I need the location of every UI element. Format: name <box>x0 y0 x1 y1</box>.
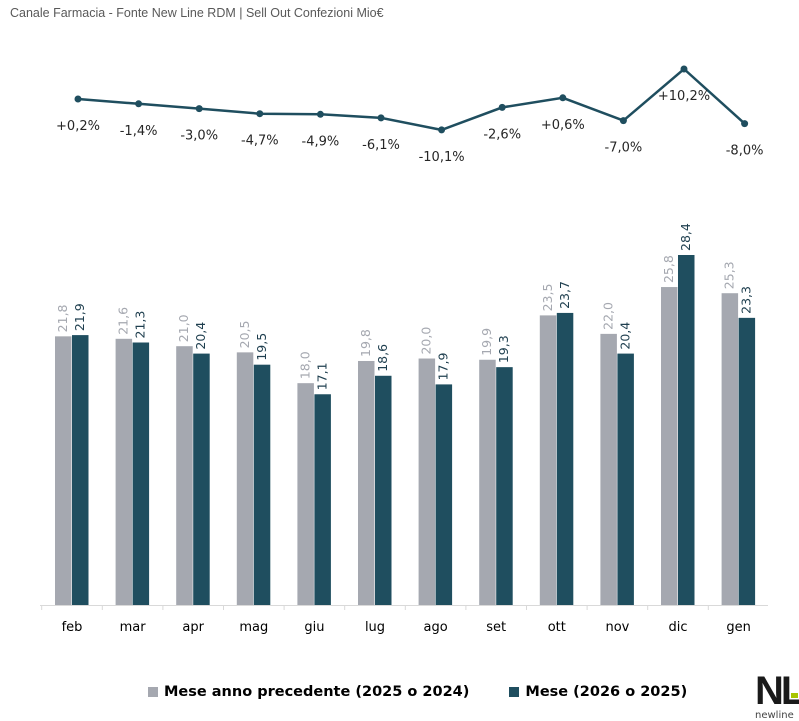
data-label: 23,7 <box>557 281 572 309</box>
legend-item-previous: Mese anno precedente (2025 o 2024) <box>148 684 469 700</box>
x-tick-label: feb <box>62 620 83 635</box>
bar-previous <box>236 352 254 605</box>
x-tick-label: apr <box>182 620 204 635</box>
line-label: -1,4% <box>120 124 158 139</box>
line-point <box>135 100 143 108</box>
x-tick-label: nov <box>605 620 629 635</box>
data-label: 21,0 <box>176 314 191 342</box>
data-label: 23,5 <box>540 284 555 312</box>
data-label: 19,5 <box>254 333 269 361</box>
bar-previous <box>600 333 617 605</box>
line-point <box>680 65 688 73</box>
bar-current <box>375 375 392 605</box>
line-point <box>195 105 203 113</box>
bar-current <box>72 335 89 605</box>
x-tick-label: ott <box>548 620 566 635</box>
x-tick-label: mar <box>120 620 147 635</box>
line-point <box>498 103 506 111</box>
bar-current <box>617 353 634 605</box>
data-label: 20,4 <box>193 322 208 350</box>
x-tick-label: gen <box>726 620 751 635</box>
line-label: -10,1% <box>419 150 465 165</box>
legend: Mese anno precedente (2025 o 2024) Mese … <box>148 684 687 700</box>
bar-current <box>435 384 453 605</box>
line-label: -4,7% <box>241 134 279 149</box>
x-tick-label: giu <box>304 620 324 635</box>
data-label: 28,4 <box>678 223 693 251</box>
line-label: -4,9% <box>302 134 340 149</box>
x-tick-label: ago <box>424 620 448 635</box>
chart-title: Canale Farmacia - Fonte New Line RDM | S… <box>10 6 384 20</box>
bar-previous <box>721 293 739 605</box>
data-label: 25,3 <box>722 261 737 289</box>
line-point <box>438 126 446 134</box>
bar-current <box>496 367 513 605</box>
bar-current <box>556 312 574 605</box>
bar-previous <box>661 287 678 605</box>
line-point <box>74 95 82 103</box>
line-label: +10,2% <box>658 89 710 104</box>
bar-previous <box>297 383 314 605</box>
line-label: -6,1% <box>362 138 400 153</box>
line-label: -7,0% <box>605 141 643 156</box>
bar-current <box>193 353 210 605</box>
bar-current <box>678 255 695 605</box>
bar-previous <box>55 336 72 605</box>
svg-text:NL: NL <box>755 669 799 713</box>
data-label: 21,8 <box>55 304 70 332</box>
data-label: 19,3 <box>496 335 511 363</box>
line-point <box>619 117 627 125</box>
x-tick-label: mag <box>239 620 268 635</box>
bar-current <box>132 342 150 605</box>
data-label: 20,0 <box>419 327 434 355</box>
legend-swatch <box>509 687 520 697</box>
bar-previous <box>539 315 557 605</box>
data-label: 17,1 <box>314 362 329 390</box>
x-tick-label: set <box>486 620 506 635</box>
bar-previous <box>418 358 436 605</box>
line-point <box>559 94 567 102</box>
newline-logo: NL newline <box>755 669 799 721</box>
data-label: 21,3 <box>133 311 148 339</box>
data-label: 17,9 <box>436 353 451 381</box>
data-label: 18,0 <box>297 351 312 379</box>
line-point <box>316 110 324 118</box>
legend-swatch <box>148 687 158 697</box>
line-label: +0,6% <box>541 118 585 133</box>
data-label: 19,9 <box>479 328 494 356</box>
data-label: 18,6 <box>375 344 390 372</box>
bar-current <box>253 364 271 605</box>
line-point <box>377 114 385 122</box>
line-point <box>741 120 749 128</box>
bar-current <box>314 394 331 605</box>
data-label: 22,0 <box>600 302 615 330</box>
svg-text:newline: newline <box>755 710 794 721</box>
line-series <box>77 67 746 132</box>
x-tick-label: dic <box>668 620 687 635</box>
data-label: 21,6 <box>116 307 131 335</box>
line-label: -2,6% <box>483 127 521 142</box>
data-label: 21,9 <box>72 303 87 331</box>
line-label: -3,0% <box>180 129 218 144</box>
data-label: 25,8 <box>661 255 676 283</box>
bar-previous <box>358 360 375 605</box>
data-label: 23,3 <box>739 286 754 314</box>
line-point <box>256 110 264 118</box>
data-label: 20,5 <box>237 321 252 349</box>
legend-label: Mese (2026 o 2025) <box>525 684 688 700</box>
line-label: +0,2% <box>56 119 100 134</box>
x-tick-label: lug <box>365 620 385 635</box>
bar-previous <box>176 346 193 605</box>
bar-current <box>738 317 756 605</box>
data-label: 19,8 <box>358 329 373 357</box>
legend-item-current: Mese (2026 o 2025) <box>509 684 687 700</box>
bar-previous <box>479 359 496 605</box>
data-label: 20,4 <box>617 322 632 350</box>
line-label: -8,0% <box>726 144 764 159</box>
legend-label: Mese anno precedente (2025 o 2024) <box>164 684 470 700</box>
bar-previous <box>115 338 133 605</box>
